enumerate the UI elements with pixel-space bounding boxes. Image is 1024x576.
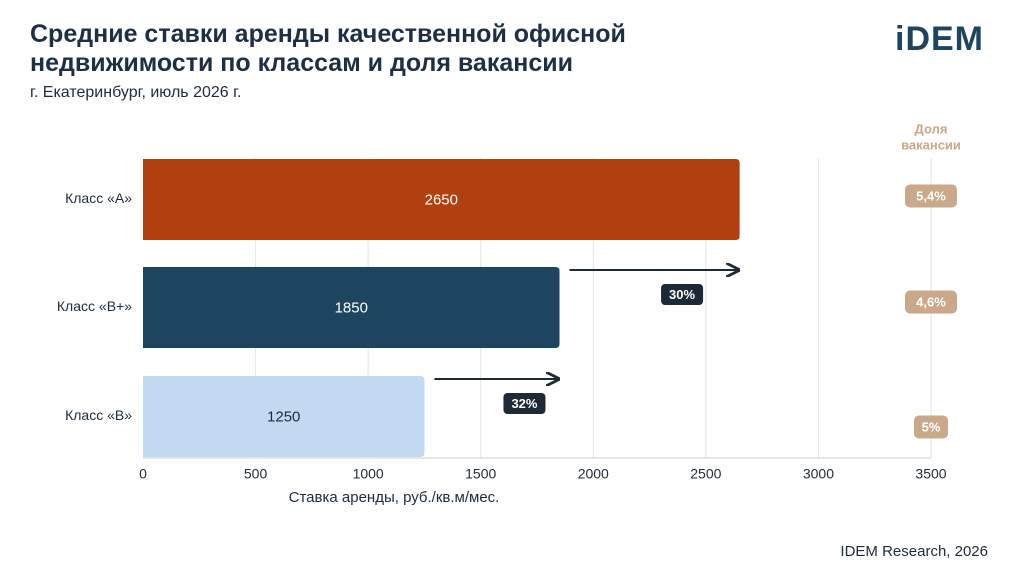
vacancy-pill: [914, 415, 948, 439]
x-tick-label: 2500: [690, 466, 721, 482]
vacancy-pill-label: 4,6%: [916, 294, 946, 309]
bar: [143, 267, 560, 348]
x-tick-label: 0: [139, 466, 147, 482]
bar-value-label: 2650: [425, 191, 458, 208]
vacancy-header-line-2: вакансии: [901, 137, 961, 152]
bar: [143, 159, 740, 240]
bar: [143, 376, 425, 457]
bar-value-label: 1250: [267, 408, 300, 425]
category-label: Класс «А»: [65, 190, 132, 206]
x-tick-label: 3500: [915, 466, 946, 482]
growth-pill-label: 30%: [669, 287, 695, 302]
x-tick-label: 3000: [803, 466, 834, 482]
x-tick-label: 500: [244, 466, 268, 482]
vacancy-pill: [905, 184, 957, 208]
chart-subtitle: г. Екатеринбург, июль 2026 г.: [30, 84, 242, 101]
bar-value-label: 1850: [335, 299, 368, 316]
x-tick-label: 1000: [353, 466, 384, 482]
category-label: Класс «В»: [65, 407, 132, 423]
vacancy-pill-label: 5,4%: [916, 188, 946, 203]
growth-pill: [661, 284, 704, 305]
growth-pill-label: 32%: [511, 396, 537, 411]
growth-pill: [503, 393, 546, 414]
idem-logo: iDEM: [895, 20, 984, 58]
chart-title: Средние ставки аренды качественной офисн…: [30, 20, 626, 77]
vacancy-pill-label: 5%: [922, 419, 941, 434]
vacancy-header-line-1: Доля: [915, 121, 948, 136]
x-tick-label: 2000: [578, 466, 609, 482]
category-label: Класс «В+»: [57, 298, 132, 314]
vacancy-pill: [905, 290, 957, 314]
x-tick-label: 1500: [465, 466, 496, 482]
x-axis-title: Ставка аренды, руб./кв.м/мес.: [289, 489, 500, 506]
source-note: IDEM Research, 2026: [840, 543, 988, 560]
